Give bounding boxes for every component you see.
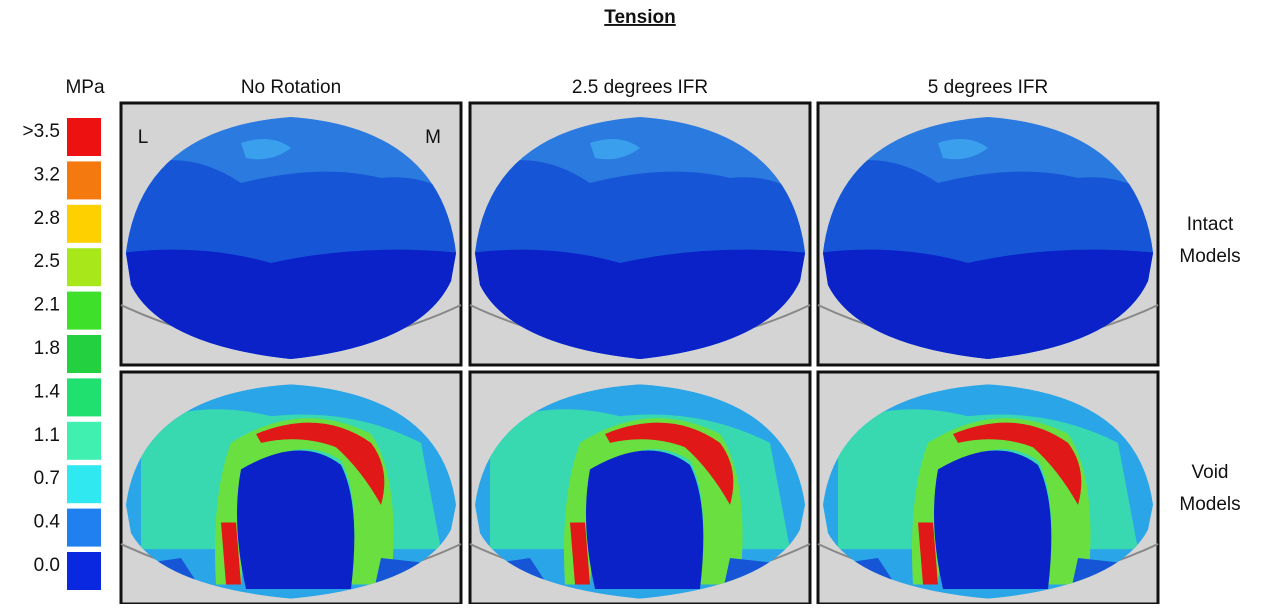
column-header: 5 degrees IFR xyxy=(928,77,1048,98)
contour-panel xyxy=(470,372,810,604)
column-header: 2.5 degrees IFR xyxy=(572,77,708,98)
legend-swatch xyxy=(67,248,101,286)
legend-swatch xyxy=(67,205,101,243)
row-label: Intact xyxy=(1187,214,1234,235)
void-region xyxy=(586,451,703,589)
contour-panel xyxy=(470,103,810,365)
legend-label: 1.8 xyxy=(34,338,60,359)
legend-swatch xyxy=(67,552,101,590)
legend-label: 3.2 xyxy=(34,164,60,185)
legend-label: >3.5 xyxy=(22,121,60,142)
legend-label: 1.1 xyxy=(34,425,60,446)
legend-swatch xyxy=(67,509,101,547)
row-label: Models xyxy=(1179,494,1240,515)
legend-swatch xyxy=(67,378,101,416)
legend-swatch xyxy=(67,292,101,330)
panel-label-left: L xyxy=(138,127,149,148)
void-region xyxy=(237,451,354,589)
column-header: No Rotation xyxy=(241,77,341,98)
legend-swatch xyxy=(67,465,101,503)
legend-label: 0.7 xyxy=(34,468,60,489)
legend-label: 2.5 xyxy=(34,251,60,272)
legend-swatch xyxy=(67,118,101,156)
legend-label: 2.8 xyxy=(34,208,60,229)
legend-label: 1.4 xyxy=(34,381,61,402)
legend-swatch xyxy=(67,422,101,460)
contour-panel xyxy=(818,103,1158,365)
figure: Tension MPa >3.5 3.2 2.8 2.5 2.1 1.8 1.4 1.1 0.7… xyxy=(0,0,1261,604)
contour-panel xyxy=(121,372,461,604)
legend-label: 0.4 xyxy=(34,512,61,533)
figure-title: Tension xyxy=(604,7,675,28)
legend-swatch xyxy=(67,335,101,373)
contour-panel xyxy=(818,372,1158,604)
legend-label: 0.0 xyxy=(34,555,60,576)
row-label: Void xyxy=(1192,462,1229,483)
row-label: Models xyxy=(1179,246,1240,267)
void-region xyxy=(934,451,1051,589)
legend-label: 2.1 xyxy=(34,295,60,316)
legend-unit: MPa xyxy=(65,77,105,98)
panel-label-right: M xyxy=(425,127,441,148)
legend-swatch xyxy=(67,161,101,199)
